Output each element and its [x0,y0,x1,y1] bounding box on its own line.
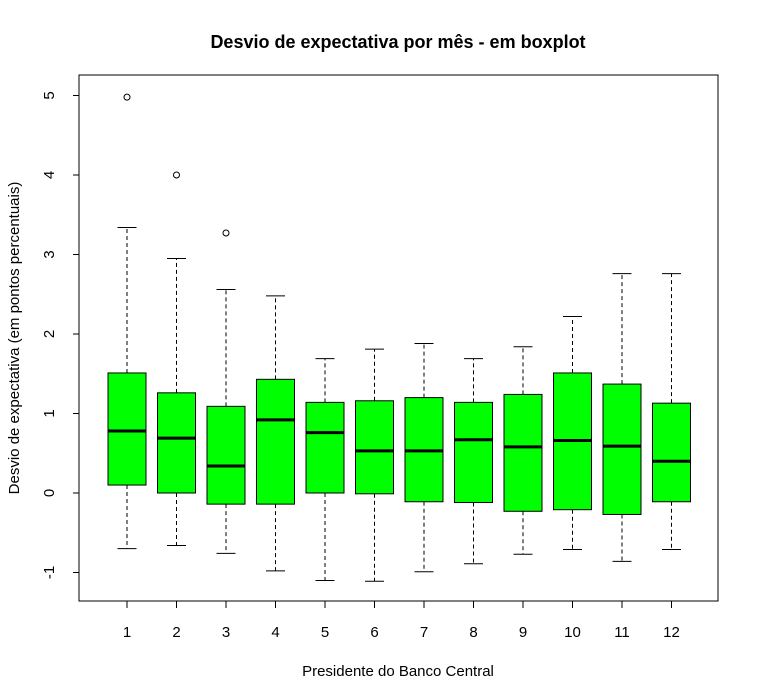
box-9 [503,346,543,555]
x-tick-label: 7 [420,624,428,641]
y-tick-label: 5 [41,91,58,99]
box-3 [206,229,246,554]
outlier-point [173,171,180,179]
y-tick-label: 3 [41,250,58,258]
x-tick-label: 5 [321,624,329,641]
boxes-group [107,93,691,582]
x-tick-label: 2 [172,624,180,641]
box-iqr [652,402,691,503]
box-iqr [305,401,345,494]
y-tick-label: 2 [41,330,58,338]
box-7 [404,343,444,573]
box-2 [157,171,196,546]
x-tick-label: 11 [614,624,630,641]
outlier-point [222,229,230,237]
y-axis: -1 0 1 2 3 4 5 [41,91,80,579]
box-iqr [157,392,196,494]
box-10 [553,316,592,550]
y-tick-label: 0 [41,489,58,497]
box-4 [256,295,295,572]
box-iqr [503,393,543,512]
x-tick-label: 12 [663,624,680,641]
box-5 [305,358,345,581]
chart-title: Desvio de expectativa por mês - em boxpl… [210,32,585,52]
x-tick-label: 10 [564,624,581,641]
box-iqr [602,383,642,515]
x-tick-label: 4 [271,624,279,641]
box-11 [602,273,642,562]
box-8 [454,358,493,565]
x-tick-label: 8 [469,624,477,641]
box-6 [355,348,394,582]
y-tick-label: -1 [41,566,58,579]
box-iqr [107,372,147,486]
outlier-point [123,93,131,101]
x-tick-label: 1 [123,624,131,641]
x-axis: 1 2 3 4 5 6 7 8 9 10 11 12 [123,600,680,641]
box-12 [652,273,691,550]
box-iqr [355,400,394,495]
box-iqr [256,378,295,505]
box-1 [107,93,147,550]
y-axis-label: Desvio de expectativa (em pontos percent… [6,182,23,495]
box-iqr [454,401,493,504]
x-tick-label: 3 [222,624,230,641]
x-tick-label: 6 [370,624,378,641]
y-tick-label: 4 [41,171,58,179]
y-tick-label: 1 [41,409,58,417]
box-iqr [206,405,246,505]
x-axis-label: Presidente do Banco Central [302,663,494,680]
x-tick-label: 9 [519,624,527,641]
